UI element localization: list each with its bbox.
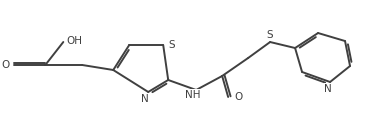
- Text: S: S: [168, 40, 175, 50]
- Text: O: O: [234, 92, 242, 102]
- Text: NH: NH: [185, 90, 201, 100]
- Text: N: N: [141, 94, 149, 104]
- Text: N: N: [324, 84, 332, 94]
- Text: OH: OH: [66, 36, 82, 46]
- Text: S: S: [267, 30, 273, 40]
- Text: O: O: [1, 60, 9, 70]
